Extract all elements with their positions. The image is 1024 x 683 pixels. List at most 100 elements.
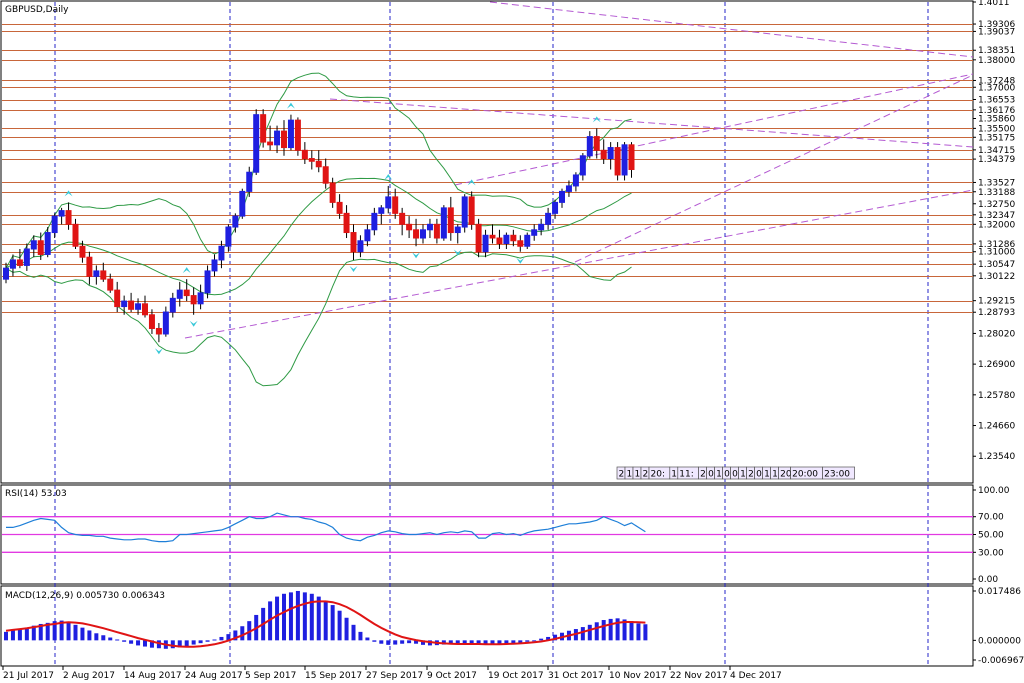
- bull-candle: [135, 303, 142, 310]
- bear-candle: [155, 327, 162, 335]
- macd-histogram-bar: [45, 622, 50, 641]
- bull-candle: [44, 232, 51, 255]
- price-axis-label: 1.30122: [978, 272, 1015, 282]
- bear-candle: [628, 144, 635, 170]
- price-axis-label: 1.39306: [978, 20, 1015, 30]
- macd-histogram-bar: [601, 620, 606, 641]
- macd-pane-frame: [0, 585, 974, 667]
- macd-histogram-bar: [608, 618, 613, 641]
- macd-histogram-bar: [10, 630, 15, 641]
- macd-histogram-bar: [170, 640, 175, 649]
- bollinger-lower: [5, 251, 632, 387]
- bear-candle: [79, 245, 86, 258]
- bull-candle: [524, 234, 531, 247]
- macd-histogram-bar: [129, 640, 134, 644]
- price-axis-label: 1.36176: [978, 106, 1015, 116]
- bear-candle: [475, 223, 482, 253]
- time-box-digit: 1: [627, 470, 633, 480]
- macd-histogram-bar: [31, 625, 36, 641]
- bear-candle: [510, 234, 517, 242]
- price-axis-label: 1.31000: [978, 248, 1015, 258]
- macd-histogram-bar: [455, 640, 460, 645]
- macd-histogram-bar: [80, 627, 85, 641]
- bull-candle: [58, 210, 65, 217]
- macd-histogram-bar: [295, 590, 300, 641]
- trendlines: [184, 1, 974, 339]
- date-axis-label: 2 Aug 2017: [63, 671, 115, 681]
- fractal-up-arrow: [467, 179, 476, 186]
- macd-histogram-bar: [191, 640, 196, 645]
- bear-candle: [281, 130, 287, 149]
- bull-candle: [121, 300, 128, 308]
- price-axis-label: 1.33188: [978, 188, 1015, 198]
- bear-candle: [114, 289, 121, 308]
- price-axis-label: 1.38000: [978, 56, 1015, 66]
- price-axis-label: 1.30547: [978, 260, 1015, 270]
- price-axis-label: 1.26900: [978, 360, 1015, 370]
- date-axis-label: 21 Jul 2017: [3, 671, 54, 681]
- macd-histogram-bar: [365, 637, 370, 641]
- time-box-digit: 1: [772, 470, 778, 480]
- bull-candle: [218, 245, 225, 261]
- fractal-down-arrow: [453, 249, 462, 256]
- macd-histogram-bar: [247, 621, 252, 641]
- date-axis-label: 5 Sep 2017: [245, 671, 296, 681]
- fractal-down-arrow: [412, 252, 421, 259]
- rsi-axis-label: 100.00: [978, 486, 1010, 496]
- macd-histogram-bar: [316, 596, 321, 641]
- time-box-digit: 0: [756, 470, 762, 480]
- macd-histogram-bar: [94, 633, 99, 641]
- macd-histogram-bar: [546, 636, 551, 641]
- bull-candle: [3, 267, 9, 280]
- macd-histogram-bar: [448, 640, 453, 645]
- bear-candle: [392, 196, 399, 214]
- macd-histogram-bar: [414, 640, 419, 644]
- macd-histogram-bar: [483, 640, 488, 645]
- price-axis-label: 1.38351: [978, 46, 1015, 56]
- macd-histogram-bar: [615, 618, 620, 641]
- fractal-down-arrow: [189, 320, 198, 327]
- price-axis-label: 1.37248: [978, 76, 1015, 86]
- macd-histogram-bar: [59, 620, 64, 641]
- macd-histogram-bar: [393, 640, 398, 645]
- bear-candle: [301, 149, 308, 160]
- period-separators: [54, 2, 929, 665]
- macd-histogram-bar: [476, 640, 481, 645]
- time-box-digit: 20:00: [792, 470, 818, 480]
- fractal-arrows: [64, 102, 601, 355]
- time-box-digit: 20: [780, 470, 792, 480]
- bear-candle: [65, 210, 72, 225]
- bull-candle: [559, 190, 565, 203]
- time-box-digit: 1: [671, 470, 677, 480]
- bear-candle: [148, 314, 155, 329]
- macd-histogram-bar: [469, 640, 474, 644]
- macd-histogram-bar: [594, 622, 599, 641]
- macd-histogram-bar: [629, 621, 634, 641]
- bear-candle: [107, 278, 114, 291]
- date-axis-label: 19 Oct 2017: [488, 671, 544, 681]
- date-axis-label: 14 Aug 2017: [124, 671, 182, 681]
- price-axis-label: 1.35175: [978, 133, 1015, 143]
- bear-candle: [343, 212, 350, 234]
- trendline-channel-upper: [454, 73, 974, 186]
- date-axis-label: 9 Oct 2017: [427, 671, 477, 681]
- bull-candle: [586, 136, 593, 157]
- macd-histogram-bar: [302, 592, 307, 641]
- macd-histogram-bar: [288, 592, 293, 641]
- bull-candle: [579, 155, 586, 176]
- macd-histogram-bar: [580, 627, 585, 641]
- macd-histogram-bar: [344, 617, 349, 641]
- time-box-digit: 1: [740, 470, 746, 480]
- macd-histogram-bar: [330, 605, 335, 641]
- bull-candle: [287, 119, 294, 149]
- bear-candle: [128, 300, 135, 310]
- macd-histogram-bar: [115, 639, 120, 641]
- bear-candle: [489, 234, 496, 239]
- price-axis-label: 1.28020: [978, 329, 1015, 339]
- rsi-pane: 100.00 70.00 50.00 30.00 0.00: [2, 486, 1010, 585]
- time-box-digit: 0: [732, 470, 738, 480]
- price-axis-label: 1.25780: [978, 391, 1015, 401]
- bear-candle: [37, 240, 44, 255]
- rsi-axis-label: 50.00: [978, 531, 1004, 541]
